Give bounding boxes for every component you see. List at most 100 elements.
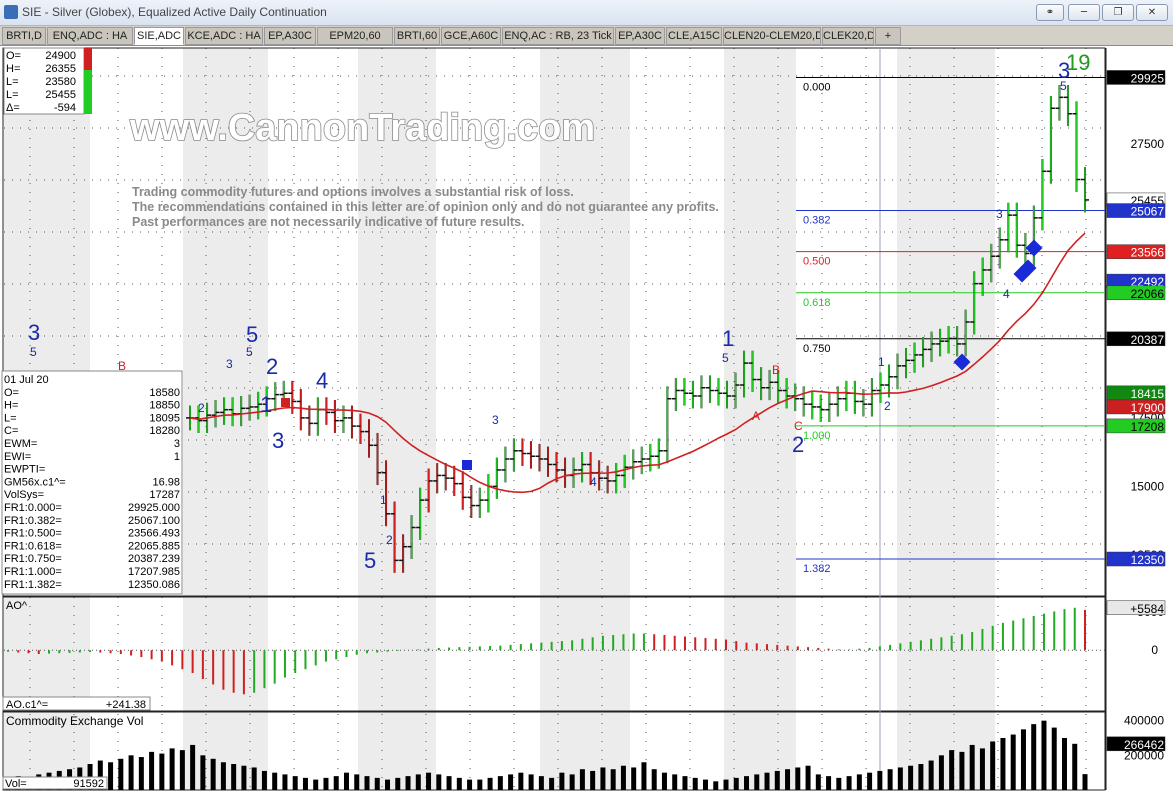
volume-bar bbox=[118, 758, 124, 790]
wave-label: 5 bbox=[246, 322, 258, 347]
ohlc-bar bbox=[458, 471, 467, 510]
ohlc-readout-label: L= bbox=[6, 76, 19, 88]
chart-tab[interactable]: CLEK20,D bbox=[822, 27, 874, 45]
ohlc-bar bbox=[757, 367, 766, 401]
volume-bar bbox=[497, 776, 503, 790]
volume-bar bbox=[692, 777, 698, 790]
volume-bar bbox=[436, 774, 442, 790]
volume-bar bbox=[1041, 720, 1047, 790]
chart-tab[interactable]: GCE,A60C bbox=[441, 27, 501, 45]
chart-tab[interactable]: BRTI,60 bbox=[394, 27, 440, 45]
close-button[interactable]: ✕ bbox=[1136, 4, 1168, 21]
cursor-data-value: 17207.985 bbox=[128, 566, 180, 578]
ohlc-bar bbox=[816, 394, 825, 423]
wave-label: 3 bbox=[226, 357, 233, 371]
cursor-data-value: 12350.086 bbox=[128, 579, 180, 591]
cursor-data-label: FR1:1.382= bbox=[4, 579, 62, 591]
chart-tab[interactable]: EP,A30C bbox=[264, 27, 316, 45]
wave-label: 4 bbox=[1003, 287, 1010, 301]
ohlc-bar bbox=[876, 372, 885, 403]
ohlc-readout-label: O= bbox=[6, 50, 21, 62]
ohlc-readout-bar-red bbox=[84, 48, 92, 70]
volume-bar bbox=[149, 751, 155, 790]
chart-tab[interactable]: KCE,ADC : HA bbox=[185, 27, 263, 45]
cursor-data-label: EWI= bbox=[4, 451, 31, 463]
ohlc-bar bbox=[526, 441, 535, 469]
volume-bar bbox=[374, 777, 380, 790]
price-axis-tick: 15000 bbox=[1131, 479, 1165, 493]
cursor-data-value: 3 bbox=[174, 438, 180, 450]
ohlc-bar bbox=[535, 443, 544, 472]
ohlc-bar bbox=[492, 457, 501, 499]
cursor-data-value: 1 bbox=[174, 451, 180, 463]
volume-bar bbox=[702, 779, 708, 790]
volume-bar bbox=[744, 776, 750, 790]
minimize-button[interactable]: ─ bbox=[1068, 4, 1100, 21]
ohlc-bar bbox=[808, 391, 817, 420]
chart-tab[interactable]: ENQ,ADC : HA bbox=[47, 27, 133, 45]
chart-tab[interactable]: SIE,ADC bbox=[134, 27, 184, 45]
volume-bar bbox=[805, 765, 811, 790]
ohlc-bar bbox=[705, 375, 714, 403]
ohlc-bar bbox=[416, 487, 425, 540]
ohlc-readout-value: 26355 bbox=[45, 63, 76, 75]
ohlc-bar bbox=[620, 454, 629, 488]
chart-tab[interactable]: CLEN20-CLEM20,D bbox=[723, 27, 821, 45]
link-icon[interactable]: ⚭ bbox=[1036, 4, 1064, 21]
chart-tab[interactable]: CLE,A15C bbox=[666, 27, 722, 45]
volume-bar bbox=[908, 765, 914, 790]
ohlc-bar bbox=[373, 432, 382, 486]
cursor-data-label: GM56x.c1^= bbox=[4, 476, 66, 488]
volume-readout-value: 91592 bbox=[73, 778, 104, 790]
chart-tab[interactable]: BRTI,D bbox=[2, 27, 46, 45]
cursor-data-value: 16.98 bbox=[152, 476, 180, 488]
ohlc-bar bbox=[501, 446, 510, 483]
volume-bar bbox=[826, 776, 832, 790]
volume-bar bbox=[261, 770, 267, 790]
ohlc-bar bbox=[1012, 202, 1021, 258]
ohlc-bar bbox=[910, 342, 919, 373]
fib-level-label: 1.382 bbox=[803, 563, 831, 575]
ohlc-bar bbox=[399, 534, 408, 573]
volume-bar bbox=[518, 772, 524, 790]
add-tab-button[interactable]: + bbox=[875, 27, 901, 45]
volume-bar bbox=[959, 751, 965, 790]
price-tag-label: 25067 bbox=[1131, 205, 1165, 219]
volume-bar bbox=[159, 753, 165, 790]
cursor-data-label: FR1:0.500= bbox=[4, 528, 62, 540]
ohlc-bar bbox=[518, 438, 527, 466]
signal-diamond-marker bbox=[953, 353, 971, 371]
wave-label: 3 bbox=[28, 320, 40, 345]
ohlc-bar bbox=[714, 378, 723, 406]
cursor-data-label: EWM= bbox=[4, 438, 37, 450]
wave-label: 1 bbox=[380, 493, 387, 507]
volume-axis-tick: 400000 bbox=[1124, 714, 1164, 728]
chart-tab[interactable]: ENQ,AC : RB, 23 Tick bbox=[502, 27, 614, 45]
volume-bar bbox=[641, 762, 647, 790]
chart-tab[interactable]: EP,A30C bbox=[615, 27, 665, 45]
ohlc-bar bbox=[296, 389, 305, 431]
cursor-data-box bbox=[1, 370, 183, 595]
wave-label: 2 bbox=[266, 354, 278, 379]
chart-tab[interactable]: EPM20,60 bbox=[317, 27, 393, 45]
volume-bar bbox=[774, 770, 780, 790]
volume-bar bbox=[251, 767, 257, 790]
fib-level-label: 1.000 bbox=[803, 430, 831, 442]
ohlc-bar bbox=[961, 309, 970, 357]
volume-bar bbox=[241, 765, 247, 790]
ohlc-bar bbox=[731, 372, 740, 409]
moving-average-line bbox=[189, 232, 1086, 494]
volume-bar bbox=[169, 748, 175, 790]
ohlc-bar bbox=[1046, 95, 1055, 184]
volume-bar bbox=[795, 767, 801, 790]
month-shading-band bbox=[897, 48, 995, 790]
volume-bar bbox=[836, 777, 842, 790]
wave-label: 2 bbox=[792, 432, 804, 457]
ohlc-bar bbox=[978, 257, 987, 296]
ohlc-readout-box bbox=[3, 47, 85, 115]
restore-button[interactable]: ❐ bbox=[1102, 4, 1134, 21]
volume-bar bbox=[1051, 727, 1057, 790]
wave-label: 5 bbox=[364, 548, 376, 573]
signal-square-marker-red bbox=[281, 398, 290, 407]
cursor-data-label: O= bbox=[4, 387, 19, 399]
